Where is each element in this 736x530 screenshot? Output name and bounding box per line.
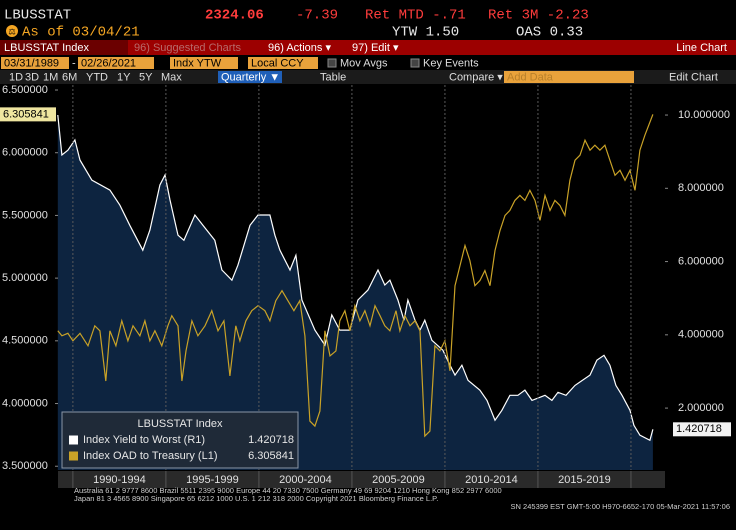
- edit-chart[interactable]: Edit Chart: [669, 71, 718, 83]
- line: [57, 114, 654, 438]
- range-button[interactable]: 5Y: [139, 71, 153, 83]
- currency[interactable]: Local CCY: [251, 57, 304, 69]
- legend-value: 6.305841: [248, 450, 294, 462]
- range-button[interactable]: YTD: [86, 71, 108, 83]
- y2-tick-label: 4.000000: [678, 329, 724, 341]
- start-date[interactable]: 03/31/1989: [4, 57, 59, 69]
- ticker: LBUSSTAT: [4, 8, 71, 24]
- as-of-icon: [6, 25, 18, 37]
- range-button[interactable]: 1Y: [117, 71, 131, 83]
- plot: [57, 85, 665, 470]
- ret-3m: Ret 3M -2.23: [488, 8, 589, 24]
- footer-line: SN 245399 EST GMT-5:00 H970-6652-170 05-…: [511, 502, 730, 511]
- last-value-flag: [0, 107, 56, 122]
- last-value-label: 6.305841: [3, 108, 49, 120]
- x-tick-label: 2015-2019: [558, 474, 611, 486]
- table-button[interactable]: Table: [320, 71, 346, 83]
- mov-avgs-checkbox[interactable]: [327, 58, 337, 68]
- key-events-checkbox[interactable]: [410, 58, 420, 68]
- legend-label: Index Yield to Worst (R1): [83, 434, 205, 446]
- suggested-charts[interactable]: 96) Suggested Charts: [134, 42, 242, 54]
- x-tick-label: 1990-1994: [93, 474, 146, 486]
- change: -7.39: [296, 8, 338, 24]
- price: 2324.06: [205, 8, 264, 24]
- last-value-label: 1.420718: [676, 423, 722, 435]
- y-tick-label: 5.500000: [2, 209, 48, 221]
- currency-box[interactable]: [248, 57, 318, 69]
- date-dash: -: [72, 57, 76, 69]
- legend-swatch: [69, 451, 78, 461]
- actions-menu[interactable]: 96) Actions ▾: [268, 42, 331, 54]
- line: [57, 114, 654, 442]
- add-data[interactable]: Add Data: [507, 71, 554, 83]
- security[interactable]: LBUSSTAT Index: [4, 42, 89, 54]
- x-tick-label: 2005-2009: [372, 474, 425, 486]
- range-button[interactable]: 6M: [62, 71, 77, 83]
- ytw: YTW 1.50: [392, 25, 459, 41]
- x-axis-band: [58, 471, 665, 488]
- range-button[interactable]: Max: [161, 71, 182, 83]
- footer-line: Australia 61 2 9777 8600 Brazil 5511 239…: [74, 486, 502, 495]
- footer-line: Japan 81 3 4565 8900 Singapore 65 6212 1…: [74, 494, 438, 503]
- as-of: As of 03/04/21: [22, 25, 140, 41]
- field[interactable]: Indx YTW: [173, 57, 222, 69]
- y2-tick-label: 2.000000: [678, 402, 724, 414]
- toolbar: LBUSSTAT Index 96) Suggested Charts 96) …: [0, 40, 736, 55]
- period-box[interactable]: [218, 71, 282, 83]
- x-tick-label: 1995-1999: [186, 474, 239, 486]
- security-box: [0, 40, 128, 55]
- legend-title: LBUSSTAT Index: [138, 418, 223, 430]
- legend: LBUSSTAT Index Index Yield to Worst (R1)…: [61, 411, 299, 469]
- area: [57, 115, 653, 470]
- key-events[interactable]: Key Events: [423, 57, 479, 69]
- x-tick-label: 2000-2004: [279, 474, 332, 486]
- field-box[interactable]: [170, 57, 238, 69]
- add-data-box[interactable]: [504, 71, 634, 83]
- end-date[interactable]: 02/26/2021: [81, 57, 136, 69]
- header: LBUSSTAT 2324.06 -7.39 Ret MTD -.71 Ret …: [4, 8, 589, 41]
- y2-tick-label: 6.000000: [678, 255, 724, 267]
- legend-value: 1.420718: [248, 434, 294, 446]
- mov-avgs[interactable]: Mov Avgs: [340, 57, 388, 69]
- y2-tick-label: 8.000000: [678, 182, 724, 194]
- y-tick-label: 6.000000: [2, 147, 48, 159]
- y-tick-label: 5.000000: [2, 272, 48, 284]
- legend-box: [61, 411, 299, 469]
- range-button[interactable]: 1D: [9, 71, 23, 83]
- range-button[interactable]: 3D: [25, 71, 39, 83]
- start-date-box[interactable]: [1, 57, 69, 69]
- y-tick-label: 4.500000: [2, 335, 48, 347]
- last-value-flag: [673, 422, 731, 437]
- legend-swatch: [69, 435, 78, 445]
- toolbar-bg: [0, 40, 736, 55]
- oas: OAS 0.33: [516, 25, 583, 41]
- range-button[interactable]: 1M: [43, 71, 58, 83]
- compare-button[interactable]: Compare ▾: [449, 71, 503, 83]
- y-tick-label: 3.500000: [2, 460, 48, 472]
- end-date-box[interactable]: [78, 57, 154, 69]
- ret-mtd: Ret MTD -.71: [365, 8, 466, 24]
- view-name: Line Chart: [676, 42, 727, 54]
- legend-label: Index OAD to Treasury (L1): [83, 450, 218, 462]
- footer: Australia 61 2 9777 8600 Brazil 5511 239…: [74, 486, 730, 511]
- x-tick-label: 2010-2014: [465, 474, 518, 486]
- y-tick-label: 6.500000: [2, 84, 48, 96]
- y2-tick-label: 10.000000: [678, 109, 730, 121]
- edit-menu[interactable]: 97) Edit ▾: [352, 42, 399, 54]
- controls: 03/31/1989 - 02/26/2021 Indx YTW Local C…: [0, 57, 736, 84]
- period[interactable]: Quarterly ▼: [221, 71, 280, 83]
- as-of-icon-glyph: ⚖: [9, 26, 16, 38]
- y-tick-label: 4.000000: [2, 397, 48, 409]
